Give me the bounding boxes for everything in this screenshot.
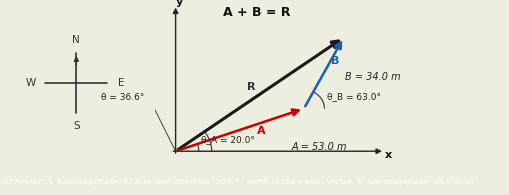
- Text: θ = 36.6°: θ = 36.6°: [101, 93, 145, 102]
- Text: 33 Vector  A  has magnitude  53.0 m  and direction  20.0 °   north of the x-axis: 33 Vector A has magnitude 53.0 m and dir…: [3, 178, 474, 186]
- Text: A: A: [257, 126, 266, 136]
- Text: R: R: [247, 82, 255, 92]
- Text: E: E: [118, 78, 125, 88]
- Text: θ_B = 63.0°: θ_B = 63.0°: [327, 92, 381, 101]
- Text: B: B: [331, 56, 340, 66]
- Text: A = 53.0 m: A = 53.0 m: [291, 142, 347, 152]
- Text: S: S: [73, 121, 80, 131]
- Text: x: x: [385, 150, 392, 160]
- Text: A + B = R: A + B = R: [222, 6, 290, 20]
- Text: W: W: [26, 78, 36, 88]
- Text: θ_A = 20.0°: θ_A = 20.0°: [202, 135, 255, 144]
- Text: y: y: [176, 0, 183, 7]
- Text: N: N: [72, 35, 80, 45]
- Text: B = 34.0 m: B = 34.0 m: [345, 72, 400, 82]
